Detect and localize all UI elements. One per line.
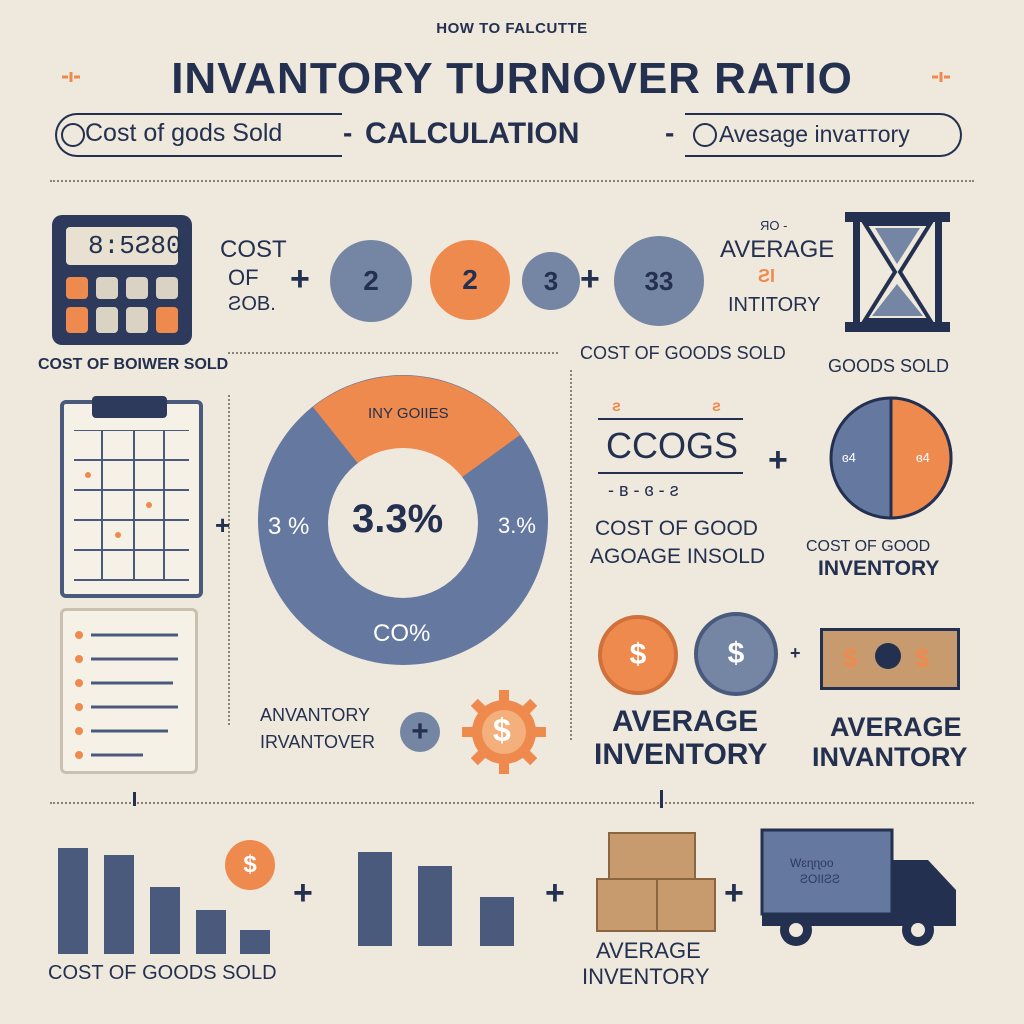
anv-label-1: ANVANTORY <box>260 705 371 725</box>
plus-icon: + <box>290 260 310 298</box>
banknote-dollar-left: $ <box>843 643 858 673</box>
pie-chart: ɞ4 ɞ4 <box>828 395 954 521</box>
truck-text-1: Wɛɳɳoo <box>790 856 834 870</box>
boxes-caption-2: INVENTORY <box>582 964 710 989</box>
anv-label-2: IRVANTOVER <box>260 732 376 752</box>
dollar-coin-icon: $ <box>598 615 678 695</box>
box-icon <box>608 832 696 882</box>
banknote-icon: $ $ <box>820 628 960 690</box>
big-avg-2: INVENTORY <box>594 738 768 771</box>
boxes-caption-1: AVERAGE <box>596 938 701 963</box>
banknote-dollar-right: $ <box>915 643 930 673</box>
calculator-caption: COST OF BOIWER SOLD <box>38 356 229 373</box>
donut-right-value: 3.% <box>498 513 536 538</box>
formula-right-pill <box>685 113 962 157</box>
bar <box>418 866 452 946</box>
divider-row1 <box>228 352 558 354</box>
cogs-top-right: ƨ <box>712 398 721 415</box>
avg-label-2: ƧI <box>758 266 776 286</box>
dollar-coin-icon: $ <box>225 840 275 890</box>
big-avg-3: AVERAGE <box>830 712 962 742</box>
formula-row: Cost of gods Sold - CALCULATION - Avesag… <box>55 113 965 157</box>
bar <box>58 848 88 954</box>
hourglass-icon <box>845 212 950 332</box>
formula-dash-right: - <box>665 117 675 148</box>
bars-caption: COST OF GOODS SOLD <box>48 962 277 984</box>
cost-label-3: ƧOB. <box>228 293 276 315</box>
plus-icon: + <box>545 874 565 912</box>
divider-bottom <box>50 802 974 804</box>
middle-caption: COST OF GOODS SOLD <box>580 343 786 363</box>
donut-top-label: INY GOIIES <box>368 405 449 422</box>
hourglass-caption: GOODS SOLD <box>828 356 950 376</box>
cogs-caption-1: COST OF GOOD <box>595 517 758 540</box>
plus-icon: + <box>293 874 313 912</box>
donut-chart: INY GOIIES 3.3% 3 % 3.% CO% <box>258 375 548 665</box>
bar <box>358 852 392 946</box>
coin-outline-icon <box>61 123 85 147</box>
circle-b: 2 <box>430 240 510 320</box>
formula-dash-left: - <box>343 117 353 148</box>
cost-label-2: OF <box>228 265 259 290</box>
box-icon <box>596 878 658 932</box>
calculator-display: 8:5Ƨ80 <box>88 231 182 261</box>
plus-small: + <box>790 643 801 663</box>
truck-icon: Wɛɳɳoo ƧOIIƧƧ <box>760 828 960 950</box>
avg-top-note: ЯO - <box>760 218 788 233</box>
donut-center-value: 3.3% <box>352 497 444 541</box>
gear-dollar-icon: $ <box>462 690 546 774</box>
donut-left-value: 3 % <box>268 513 310 540</box>
bar <box>104 855 134 954</box>
big-avg-1: AVERAGE <box>612 705 759 738</box>
bar <box>480 897 514 946</box>
circle-c: 3 <box>522 252 580 310</box>
bar <box>240 930 270 954</box>
divider-v-left <box>228 395 230 725</box>
plus-icon: + <box>768 441 788 479</box>
page-title: INVANTORY TURNOVER RATIO <box>171 54 853 103</box>
divider-top <box>50 180 974 182</box>
cogs-sub: - ʙ - ɞ - ƨ <box>608 480 679 500</box>
formula-center-text: CALCULATION <box>365 117 580 150</box>
cogs-top-left: ƨ <box>612 398 621 415</box>
formula-right-text: Avesage invaттory <box>719 121 910 147</box>
bar <box>196 910 226 954</box>
title-ornament-right <box>930 70 952 84</box>
box-icon <box>656 878 716 932</box>
plus-circle-icon: + <box>400 712 440 752</box>
checklist-icon <box>60 608 198 774</box>
plus-icon: + <box>724 874 744 912</box>
avg-label-3: INTITORY <box>728 294 821 316</box>
avg-label-1: AVERAGE <box>720 236 835 263</box>
coin-outline-icon-right <box>693 123 717 147</box>
dollar-coin-icon: $ <box>694 612 778 696</box>
formula-left-text: Cost of gods Sold <box>85 119 283 147</box>
circle-d: 33 <box>614 236 704 326</box>
big-avg-4: INVANTORY <box>812 742 968 772</box>
circle-a: 2 <box>330 240 412 322</box>
cost-label-1: COST <box>220 236 287 263</box>
divider-v-right <box>570 370 572 740</box>
truck-text-2: ƧOIIƧƧ <box>800 872 841 886</box>
title-ornament-left <box>60 70 82 84</box>
pie-caption-2: INVENTORY <box>818 557 940 580</box>
pie-left-label: ɞ4 <box>842 450 856 465</box>
cogs-caption-2: AGOAGE INSOLD <box>590 545 766 568</box>
plus-icon: + <box>580 260 600 298</box>
formula-left-pill <box>55 113 342 157</box>
donut-bottom-value: CO% <box>373 620 431 647</box>
cogs-label: CCOGS <box>606 425 739 466</box>
bar <box>150 887 180 954</box>
gear-dollar-sign: $ <box>493 712 511 748</box>
pie-caption-1: COST OF GOOD <box>806 538 931 555</box>
clipboard-icon <box>60 396 203 598</box>
kicker: HOW TO FALCUTTE <box>436 20 588 37</box>
calculator-icon: 8:5Ƨ80 <box>52 215 192 345</box>
plus-icon: + <box>215 510 231 540</box>
pie-right-label: ɞ4 <box>916 450 930 465</box>
